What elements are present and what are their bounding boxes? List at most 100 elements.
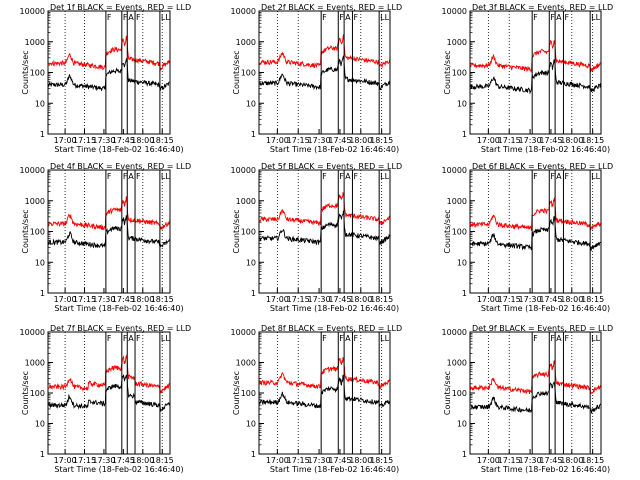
event-marker-label: A [345,172,351,181]
event-marker-label: F [322,334,327,343]
series-line-red [259,34,391,69]
y-tick-label: 1000 [236,197,256,206]
y-tick-label: 1 [251,289,256,298]
series-line-black [258,210,390,246]
series-line-black [259,55,391,91]
series-line-red [48,35,171,71]
series-line-black [47,374,171,412]
x-tick-label: 18:00 [560,456,583,465]
detector-panel-9: Det 9f BLACK = Events, RED = LLD 1 10 100 10… [442,324,614,474]
event-marker-label: F [123,172,128,181]
series-line-red [258,356,391,390]
event-marker-label: F [533,13,538,22]
y-axis-label: Counts/sec [443,209,452,253]
event-marker-label: A [556,13,562,22]
y-tick-label: 10 [457,420,467,429]
series-line-black [470,381,602,414]
x-tick-label: 17:30 [92,295,115,304]
plot-frame [258,169,391,294]
event-marker-label: LL [161,334,170,343]
event-marker-label: A [556,334,562,343]
x-tick-label: 17:15 [287,295,310,304]
x-tick-label: 17:45 [328,136,351,145]
x-tick-label: 17:00 [54,295,77,304]
y-tick-label: 1000 [25,38,45,47]
detector-panel-3: Det 3f BLACK = Events, RED = LLD 1 10 100 10… [442,3,614,154]
x-axis-label: Start Time (18-Feb-02 16:46:40) [270,145,399,154]
event-marker-label: LL [380,13,389,22]
x-tick-label: 17:15 [287,136,310,145]
y-tick-label: 10000 [442,7,467,16]
x-tick-label: 18:15 [370,456,393,465]
y-tick-label: 10 [246,99,256,108]
x-tick-label: 18:15 [151,295,174,304]
detector-panel-6: Det 6f BLACK = Events, RED = LLD 1 10 100 10… [442,162,614,313]
series-line-red [470,39,602,74]
x-tick-label: 18:15 [581,456,604,465]
y-tick-label: 10 [246,420,256,429]
y-tick-label: 1 [462,289,467,298]
event-marker-label: F [107,13,112,22]
series-line-black [258,374,391,409]
plot-frame [47,331,171,455]
y-tick-label: 10000 [231,328,256,337]
y-axis-label: Counts/sec [232,371,241,415]
x-tick-label: 18:00 [131,456,154,465]
event-marker-label: F [564,172,569,181]
event-marker-label: F [123,334,128,343]
x-axis-label: Start Time (18-Feb-02 16:46:40) [54,465,183,474]
y-tick-label: 10000 [20,328,45,337]
event-marker-label: F [339,334,344,343]
event-marker-label: A [128,334,134,343]
series-line-black [469,59,602,95]
detector-panel-8: Det 8f BLACK = Events, RED = LLD 1 10 100 10… [231,324,403,474]
x-tick-label: 18:15 [151,456,174,465]
event-marker-label: LL [591,172,600,181]
x-tick-label: 17:30 [308,456,331,465]
y-tick-label: 10000 [231,7,256,16]
y-tick-label: 1000 [25,359,45,368]
y-tick-label: 10 [35,420,45,429]
plot-frame [469,331,602,455]
x-tick-label: 17:45 [112,295,135,304]
x-tick-label: 18:00 [131,295,154,304]
event-marker-label: F [550,334,555,343]
event-marker-label: LL [380,334,389,343]
panel-title: Det 5f BLACK = Events, RED = LLD [261,162,402,171]
y-tick-label: 1 [462,450,467,459]
x-axis-label: Start Time (18-Feb-02 16:46:40) [481,145,610,154]
y-tick-label: 1 [40,130,45,139]
detector-panel-7: Det 7f BLACK = Events, RED = LLD 1 10 100 10… [20,324,192,474]
x-tick-label: 17:30 [92,136,115,145]
panel-title: Det 8f BLACK = Events, RED = LLD [261,324,402,333]
x-tick-label: 17:00 [54,456,77,465]
x-tick-label: 18:00 [349,295,372,304]
event-marker-label: A [128,13,134,22]
plot-frame [47,169,171,294]
y-tick-label: 1000 [236,38,256,47]
y-axis-label: Counts/sec [21,50,30,94]
event-marker-label: F [339,13,344,22]
event-marker-label: LL [161,13,170,22]
event-marker-label: F [123,13,128,22]
series-line-red [48,354,171,394]
panel-title: Det 9f BLACK = Events, RED = LLD [472,324,613,333]
y-tick-label: 10 [35,258,45,267]
x-axis-label: Start Time (18-Feb-02 16:46:40) [481,465,610,474]
x-tick-label: 17:15 [73,295,96,304]
x-tick-label: 18:00 [560,295,583,304]
series-line-black [47,215,170,249]
event-marker-label: F [353,172,358,181]
x-tick-label: 18:15 [370,136,393,145]
y-tick-label: 100 [241,389,256,398]
y-tick-label: 10 [35,99,45,108]
y-axis-label: Counts/sec [232,50,241,94]
y-tick-label: 10000 [442,328,467,337]
y-tick-label: 1000 [236,359,256,368]
detector-panel-2: Det 2f BLACK = Events, RED = LLD 1 10 100 10… [231,3,403,154]
event-marker-label: LL [591,334,600,343]
x-tick-label: 18:15 [581,295,604,304]
event-marker-label: A [345,334,351,343]
x-tick-label: 17:45 [539,456,562,465]
